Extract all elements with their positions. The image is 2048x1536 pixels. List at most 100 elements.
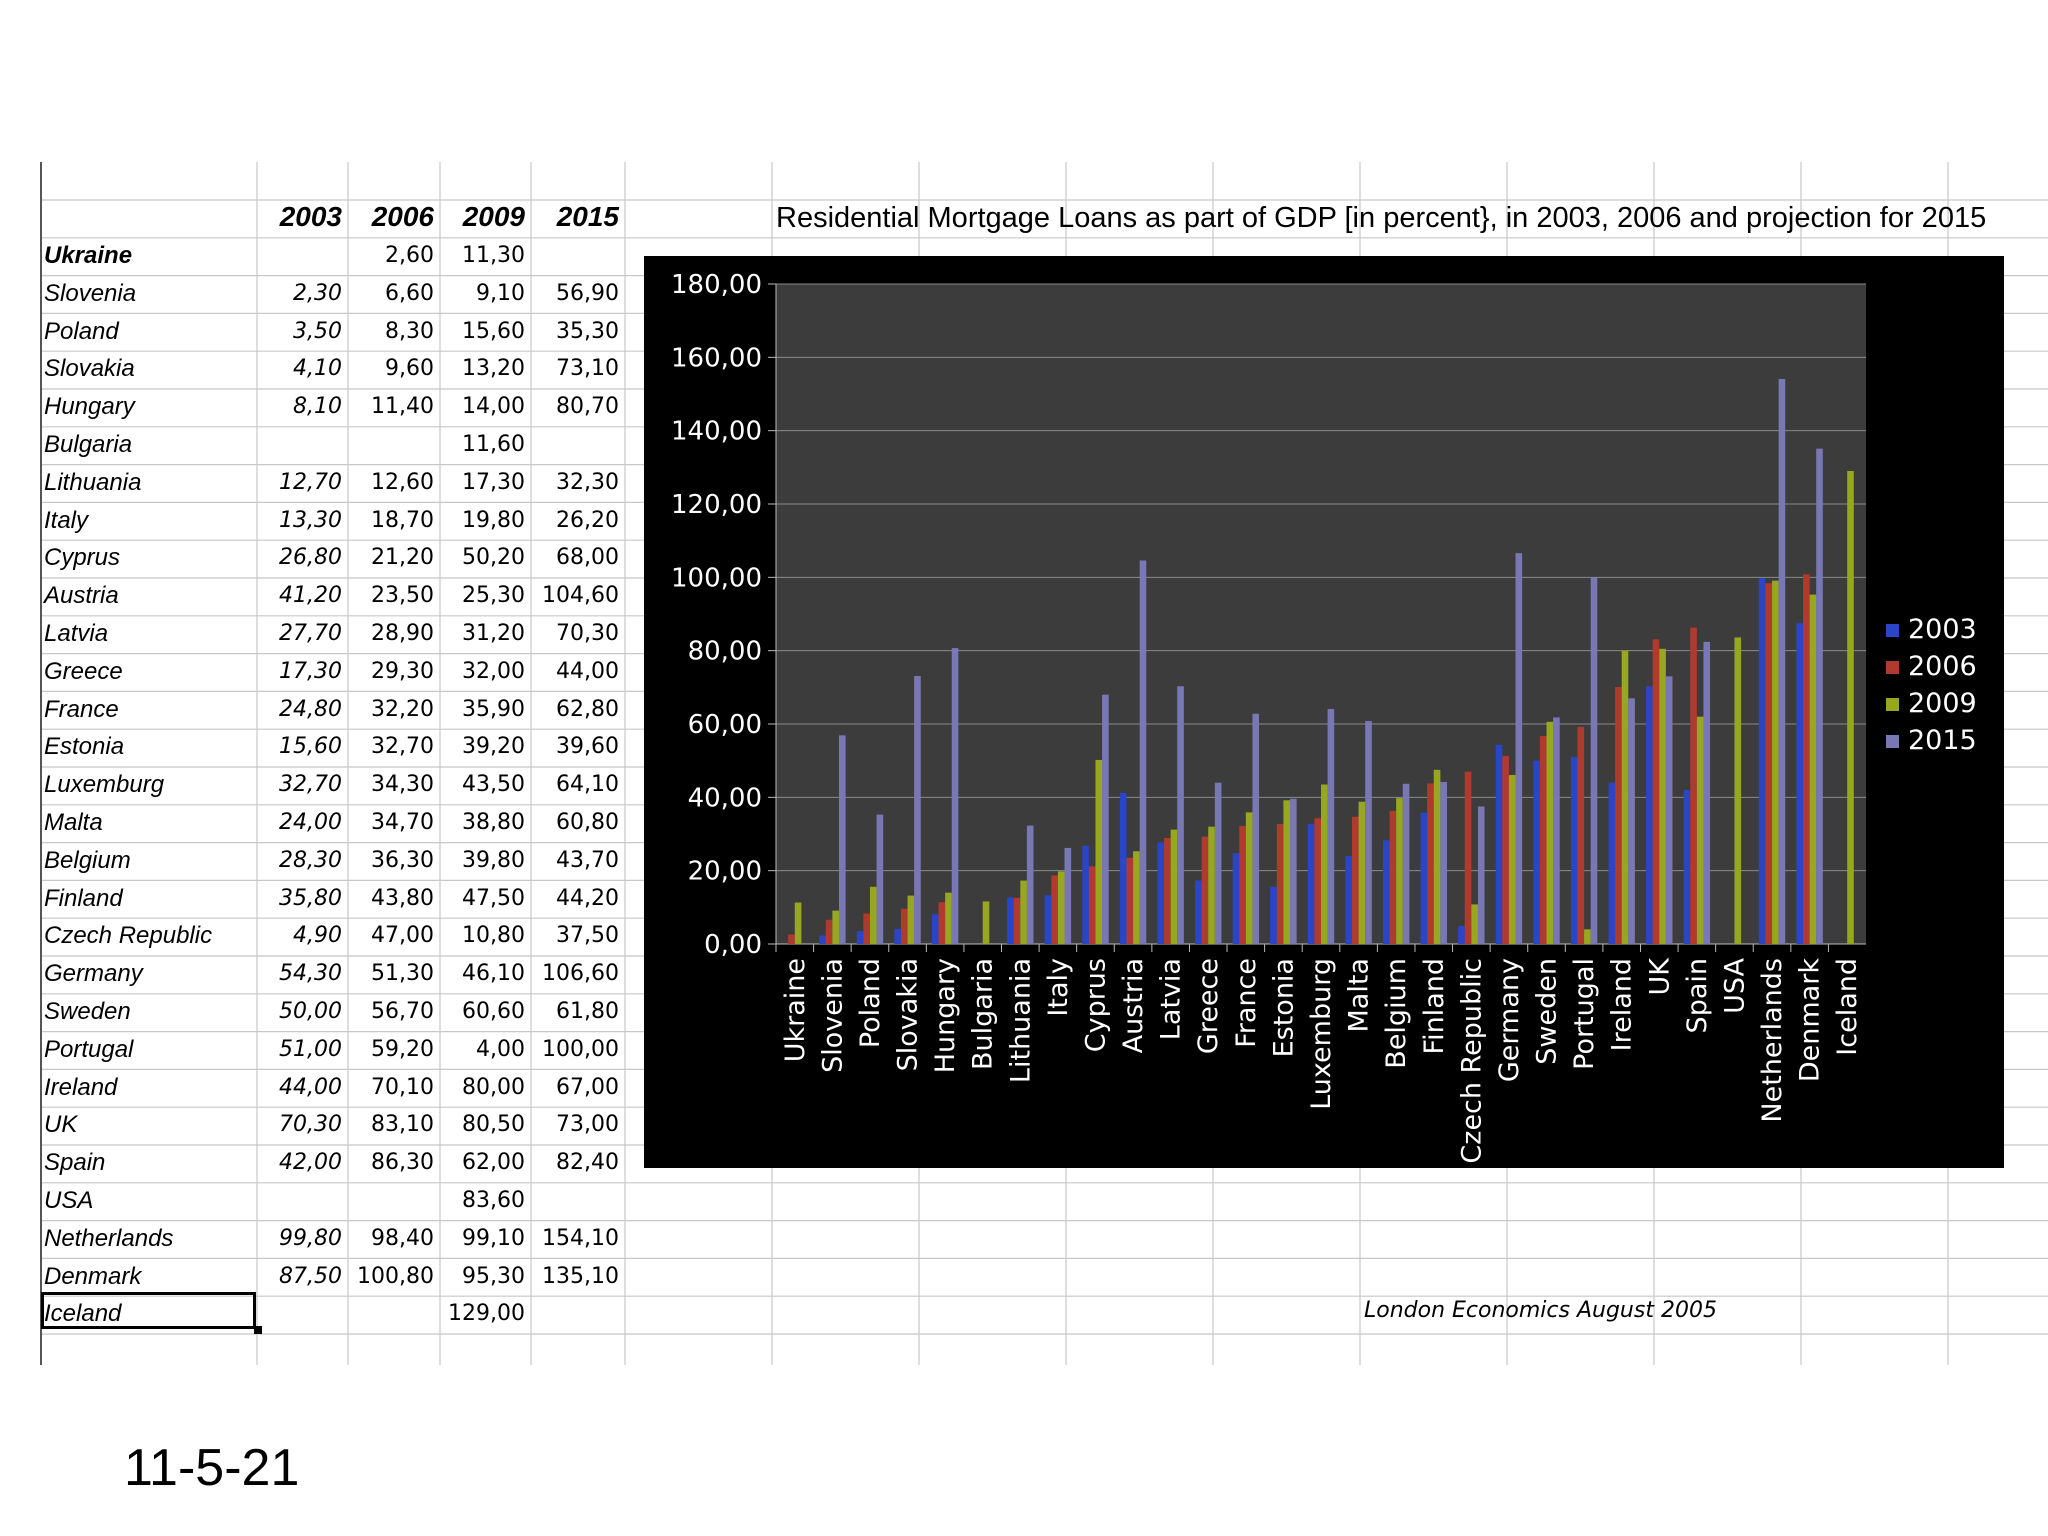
table-cell-2015[interactable]: 154,10 [542,1225,619,1251]
row-country-name[interactable]: Austria [44,582,119,610]
table-cell-2009[interactable]: 25,30 [462,583,525,609]
table-cell-2006[interactable]: 51,30 [371,961,434,987]
table-cell-2003[interactable]: 32,70 [279,772,342,798]
table-cell-2003[interactable]: 17,30 [279,658,342,684]
row-country-name[interactable]: Finland [44,884,123,912]
table-cell-2009[interactable]: 10,80 [462,923,525,949]
table-cell-2009[interactable]: 19,80 [462,507,525,533]
table-cell-2006[interactable]: 6,60 [385,280,434,306]
table-cell-2009[interactable]: 47,50 [462,885,525,911]
row-country-name[interactable]: Cyprus [44,544,121,572]
row-country-name[interactable]: Germany [44,960,143,988]
table-cell-2003[interactable]: 24,80 [279,696,342,722]
table-cell-2003[interactable] [258,1182,342,1220]
table-cell-2006[interactable]: 28,90 [371,621,434,646]
table-cell-2009[interactable]: 14,00 [462,394,525,420]
table-cell-2015[interactable]: 104,60 [542,583,619,609]
row-country-name[interactable]: Spain [44,1149,106,1177]
table-cell-2015[interactable] [535,1182,619,1220]
table-cell-2015[interactable]: 32,30 [556,469,619,495]
table-cell-2003[interactable]: 41,20 [279,583,342,609]
row-country-name[interactable]: Slovenia [44,279,137,307]
table-cell-2003[interactable] [258,237,342,275]
table-cell-2003[interactable]: 42,00 [279,1150,342,1176]
row-country-name[interactable]: Poland [44,317,119,345]
table-cell-2009[interactable]: 99,10 [462,1225,525,1251]
table-cell-2009[interactable]: 39,20 [462,734,525,760]
table-cell-2006[interactable]: 21,20 [371,545,434,571]
table-cell-2006[interactable]: 47,00 [371,923,434,949]
table-cell-2009[interactable]: 31,20 [462,621,525,646]
table-cell-2015[interactable]: 37,50 [556,923,619,949]
row-country-name[interactable]: Lithuania [44,468,142,496]
row-country-name[interactable]: Czech Republic [44,922,213,950]
table-cell-2015[interactable]: 135,10 [542,1263,619,1289]
table-cell-2015[interactable]: 26,20 [556,507,619,533]
table-cell-2015[interactable]: 44,20 [556,885,619,911]
table-cell-2006[interactable] [350,1295,434,1333]
table-cell-2015[interactable]: 39,60 [556,734,619,760]
row-country-name[interactable]: Netherlands [44,1224,174,1252]
row-country-name[interactable]: France [44,695,119,723]
table-cell-2003[interactable]: 35,80 [279,885,342,911]
table-cell-2015[interactable]: 82,40 [556,1150,619,1176]
table-cell-2009[interactable]: 9,10 [476,280,525,306]
table-cell-2003[interactable]: 2,30 [293,280,342,306]
column-header-2009[interactable]: 2009 [462,201,525,232]
table-cell-2015[interactable]: 80,70 [556,394,619,420]
row-country-name[interactable]: Latvia [44,620,109,647]
table-cell-2009[interactable]: 62,00 [462,1150,525,1176]
column-header-2006[interactable]: 2006 [371,201,434,232]
table-cell-2009[interactable]: 80,50 [462,1112,525,1138]
row-country-name[interactable]: Slovakia [44,355,135,383]
row-country-name[interactable]: Bulgaria [44,431,133,458]
table-cell-2009[interactable]: 38,80 [462,810,525,835]
row-country-name[interactable]: Malta [44,809,103,836]
table-cell-2009[interactable]: 60,60 [462,999,525,1024]
table-cell-2003[interactable]: 50,00 [279,999,342,1024]
table-cell-2003[interactable]: 28,30 [279,847,342,873]
table-cell-2003[interactable]: 54,30 [279,961,342,987]
table-cell-2003[interactable]: 15,60 [279,734,342,760]
table-cell-2009[interactable]: 11,60 [462,432,525,457]
table-cell-2006[interactable]: 43,80 [371,885,434,911]
table-cell-2003[interactable]: 26,80 [279,545,342,571]
table-cell-2003[interactable]: 51,00 [279,1036,342,1062]
selected-cell-outline[interactable] [41,1292,256,1329]
table-cell-2009[interactable]: 13,20 [462,356,525,382]
table-cell-2015[interactable]: 62,80 [556,696,619,722]
table-cell-2006[interactable] [350,1182,434,1220]
table-cell-2015[interactable]: 70,30 [556,621,619,646]
table-cell-2006[interactable]: 86,30 [371,1150,434,1176]
row-country-name[interactable]: Portugal [44,1035,134,1063]
table-cell-2006[interactable]: 98,40 [371,1225,434,1251]
table-cell-2006[interactable]: 34,30 [371,772,434,798]
table-cell-2015[interactable]: 100,00 [542,1036,619,1062]
row-country-name[interactable]: Luxemburg [44,771,165,799]
table-cell-2003[interactable]: 44,00 [279,1074,342,1100]
table-cell-2015[interactable]: 67,00 [556,1074,619,1100]
table-cell-2006[interactable] [350,426,434,464]
table-cell-2015[interactable]: 43,70 [556,847,619,873]
table-cell-2006[interactable]: 18,70 [371,507,434,533]
table-cell-2003[interactable]: 13,30 [279,507,342,533]
cell-fill-handle[interactable] [254,1326,262,1334]
table-cell-2003[interactable]: 12,70 [279,469,342,495]
table-cell-2006[interactable]: 36,30 [371,847,434,873]
table-cell-2006[interactable]: 2,60 [385,243,434,268]
table-cell-2009[interactable]: 95,30 [462,1263,525,1289]
table-cell-2006[interactable]: 70,10 [371,1074,434,1100]
table-cell-2015[interactable] [535,426,619,464]
table-cell-2006[interactable]: 100,80 [357,1263,434,1289]
table-cell-2006[interactable]: 56,70 [371,999,434,1024]
table-cell-2006[interactable]: 59,20 [371,1036,434,1062]
table-cell-2006[interactable]: 83,10 [371,1112,434,1138]
row-country-name[interactable]: Hungary [44,393,135,421]
table-cell-2003[interactable]: 4,10 [293,356,342,382]
row-country-name[interactable]: Iceland [44,1300,122,1328]
table-cell-2015[interactable]: 44,00 [556,658,619,684]
row-country-name[interactable]: Sweden [44,998,131,1025]
table-cell-2009[interactable]: 39,80 [462,847,525,873]
row-country-name[interactable]: Belgium [44,846,131,874]
table-cell-2009[interactable]: 80,00 [462,1074,525,1100]
